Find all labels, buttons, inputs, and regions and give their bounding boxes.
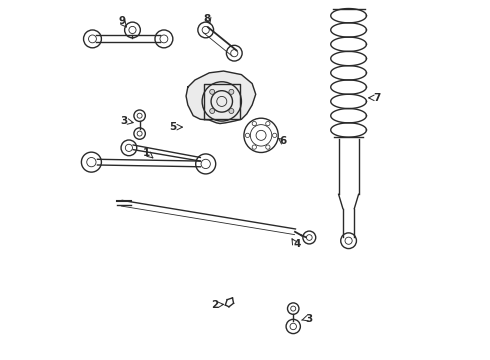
Text: 5: 5	[169, 122, 176, 132]
Text: 4: 4	[293, 239, 300, 249]
Circle shape	[252, 145, 256, 149]
Circle shape	[245, 133, 249, 138]
Text: 6: 6	[280, 136, 287, 146]
Circle shape	[266, 145, 270, 149]
Circle shape	[210, 108, 215, 113]
Polygon shape	[186, 71, 256, 123]
Text: 1: 1	[143, 148, 150, 158]
Text: 3: 3	[121, 116, 128, 126]
Circle shape	[210, 89, 215, 94]
Circle shape	[229, 89, 234, 94]
Text: 9: 9	[118, 16, 125, 26]
Text: 7: 7	[373, 93, 381, 103]
Text: 3: 3	[306, 314, 313, 324]
Circle shape	[272, 133, 277, 138]
Text: 8: 8	[204, 14, 211, 23]
Circle shape	[266, 121, 270, 126]
Circle shape	[252, 121, 256, 126]
Circle shape	[229, 108, 234, 113]
Text: 2: 2	[211, 300, 218, 310]
